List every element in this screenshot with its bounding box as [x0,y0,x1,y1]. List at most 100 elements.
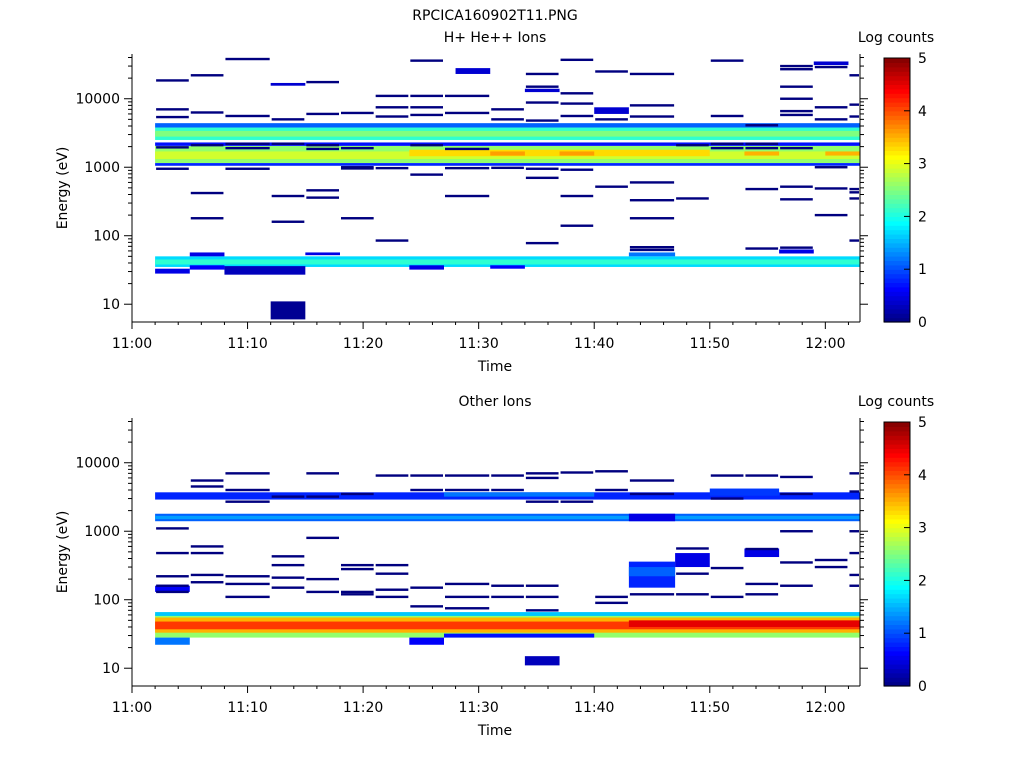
colorbar-step [884,154,910,160]
heatmap-bin [595,470,628,473]
colorbar-step [884,505,910,511]
heatmap-bin [225,575,270,578]
heatmap-bin [156,146,189,149]
colorbar-step [884,488,910,493]
colorbar-step [884,159,910,165]
heatmap-bin [341,590,374,594]
heatmap-bin [745,582,779,586]
colorbar-step [884,260,910,266]
heatmap-bin [190,143,224,147]
heatmap-bin [525,595,559,599]
colorbar-step [884,229,910,235]
heatmap-bin [780,97,813,100]
heatmap-bin [525,101,559,104]
heatmap-bin [745,474,779,477]
heatmap-bin [491,584,524,587]
heatmap-bin [814,558,848,562]
heatmap-cell [744,151,780,156]
colorbar-step [884,295,910,301]
colorbar-step [884,483,910,489]
colorbar-tick-label: 1 [918,262,927,278]
panel-title: H+ He++ Ions [444,30,547,46]
colorbar-step [884,75,910,81]
heatmap-bin [814,213,848,217]
x-tick-label: 11:50 [690,700,730,716]
heatmap-bin [849,197,859,200]
heatmap-bin [780,185,813,188]
colorbar-step [884,514,910,520]
heatmap-sparse-bins [156,57,859,252]
heatmap-bin [710,497,744,500]
heatmap-bin [745,146,779,150]
x-ticks: 11:00 11:10 11:20 11:30 11:40 11:50 12:00 [112,700,846,716]
colorbar-step [884,646,910,652]
heatmap-bin [560,224,594,227]
heatmap-bin [814,187,848,190]
colorbar-step [884,97,910,103]
heatmap-cell [155,163,861,166]
colorbar-step [884,132,910,138]
heatmap-bin [710,474,744,477]
heatmap-bin [225,114,270,118]
heatmap-bin [491,166,524,170]
colorbar-step [884,633,910,639]
heatmap-bin [710,114,744,118]
heatmap-bin [375,588,409,591]
heatmap-bin [780,198,813,201]
colorbar-step [884,176,910,182]
heatmap-bin [375,595,409,599]
heatmap-bin [190,74,224,77]
colorbar-step [884,461,910,467]
colorbar-step [884,256,910,261]
colorbar-step [884,106,910,112]
heatmap-bin [190,191,224,195]
colorbar-step [884,642,910,647]
heatmap-bin [156,79,189,82]
heatmap-bin [560,500,594,503]
heatmap-bin [560,168,594,171]
heatmap-cell [825,151,860,156]
heatmap-cell [559,151,595,156]
heatmap-bin [849,584,859,587]
heatmap-bin [156,551,189,555]
heatmap-bin [306,196,339,199]
heatmap-bin [710,59,744,62]
colorbar-step [884,492,910,498]
heatmap-bin [629,181,675,184]
colorbar-step [884,536,910,542]
heatmap-bin [225,167,270,170]
colorbar-step [884,532,910,537]
colorbar: 0 1 2 3 4 5 [883,415,927,695]
heatmap-bin [445,111,490,115]
heatmap-bin [629,72,675,76]
colorbar-step [884,212,910,217]
heatmap-bin [306,472,339,475]
colorbar-step [884,439,910,445]
colorbar-step [884,681,910,687]
heatmap-bin [676,143,709,147]
heatmap-bin [445,488,490,492]
y-ticks: 10 100 1000 10000 [75,92,120,313]
heatmap-bin [780,67,813,71]
colorbar-step [884,611,910,617]
heatmap-bin [710,566,744,570]
heatmap-bin [710,142,744,145]
heatmap-cell [444,492,595,497]
colorbar-step [884,677,910,683]
heatmap-bin [156,167,189,170]
heatmap-bin [849,551,859,555]
colorbar-step [884,426,910,432]
heatmap-bin [780,146,813,150]
heatmap-bin [629,217,675,220]
colorbar-step [884,172,910,178]
colorbar-step [884,300,910,305]
plot-axes [124,54,868,329]
colorbar-step [884,523,910,529]
heatmap-bin [849,115,859,118]
colorbar-step [884,242,910,248]
heatmap-bin [814,565,848,569]
x-ticks: 11:00 11:10 11:20 11:30 11:40 11:50 12:00 [112,336,846,352]
panel-other-ions: Other Ions Log counts Time Energy (eV) 1… [55,394,934,739]
heatmap-bin [190,217,224,220]
heatmap-bin [341,111,374,115]
